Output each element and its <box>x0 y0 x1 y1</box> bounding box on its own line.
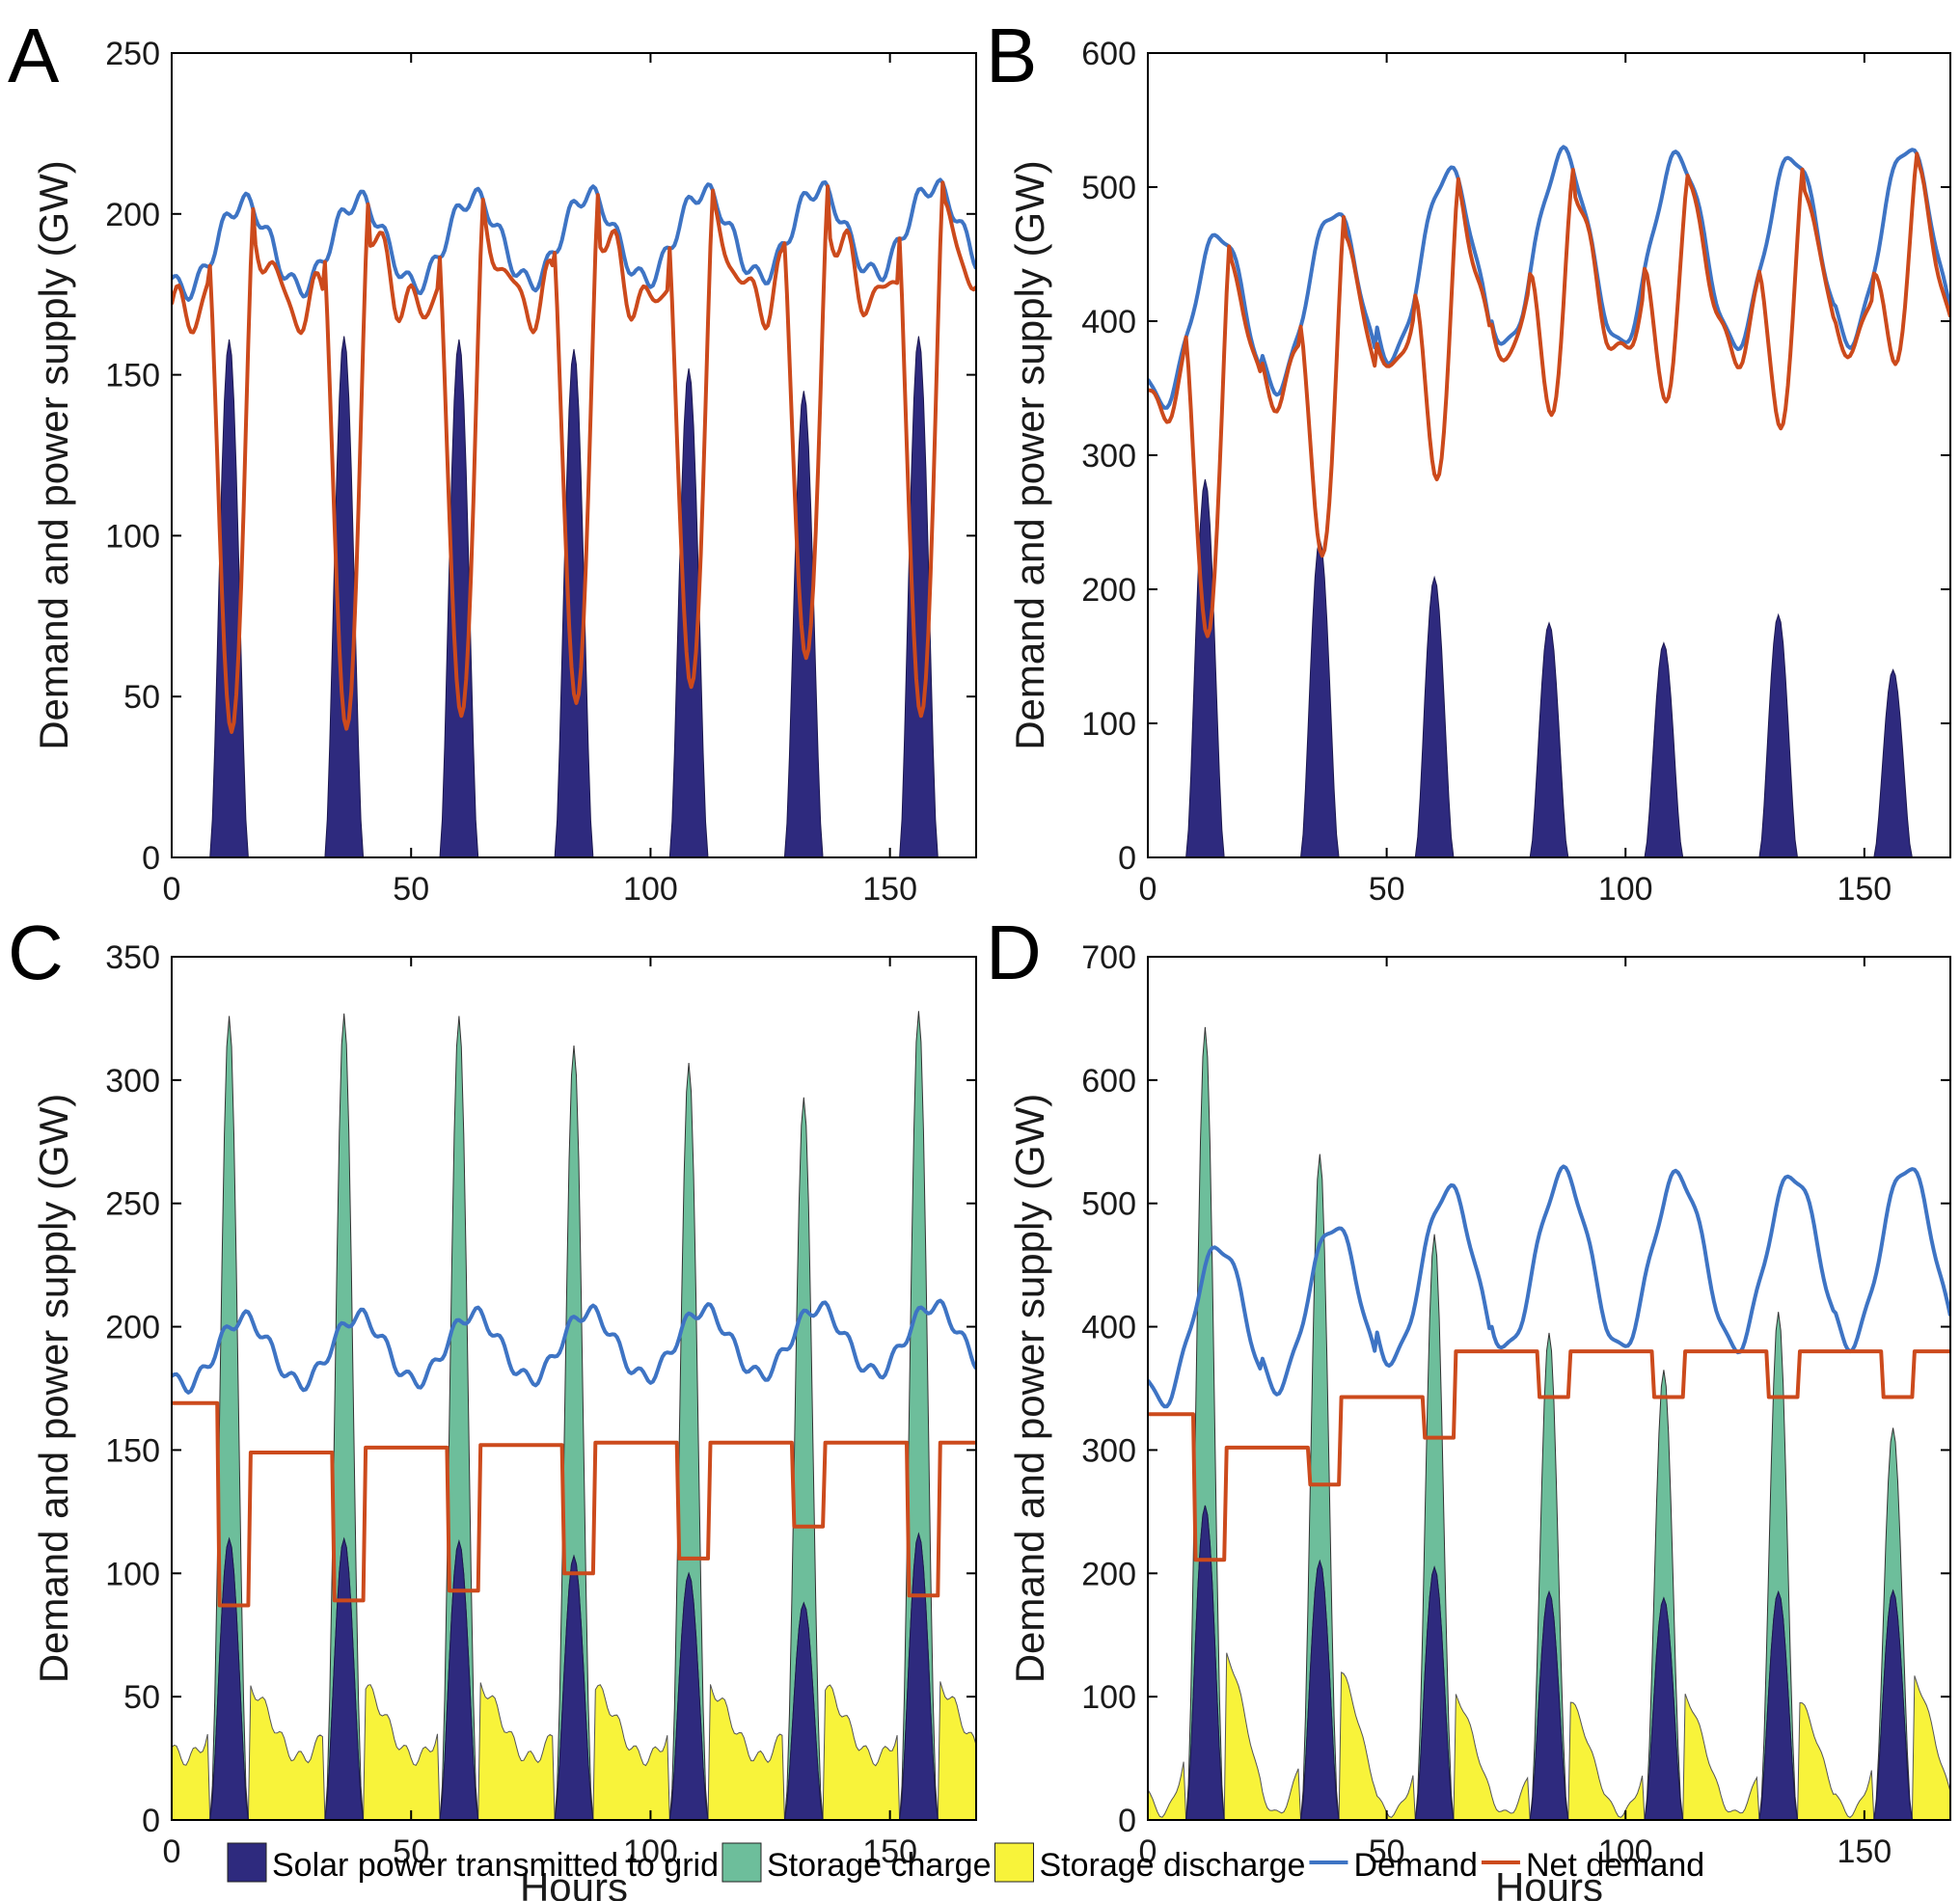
solar-area <box>172 336 976 857</box>
demand-line <box>1148 1164 1950 1409</box>
x-tick-label: 150 <box>862 871 917 908</box>
plot-area <box>172 177 976 857</box>
y-tick-label: 50 <box>123 679 160 716</box>
panel-D: 0 100 200 300 400 500 600 700 0 50 100 150 Demand an… <box>986 910 1951 1901</box>
demand-line <box>172 177 976 302</box>
panel-letter: D <box>986 910 1042 995</box>
y-tick-label: 0 <box>142 1803 160 1839</box>
y-tick-label: 300 <box>105 1063 160 1100</box>
legend-item-solar: Solar power transmitted to grid <box>227 1842 719 1884</box>
y-tick-label: 350 <box>105 939 160 976</box>
x-axis-label: Hours <box>1495 1864 1603 1901</box>
discharge-swatch <box>994 1842 1034 1883</box>
x-tick-label: 150 <box>1837 1833 1892 1870</box>
axes-frame <box>1147 956 1951 1821</box>
charge-swatch <box>721 1842 762 1883</box>
solar-area <box>1148 478 1950 857</box>
demand-line <box>172 1298 976 1395</box>
x-tick-label: 50 <box>1369 1833 1405 1870</box>
legend-item-charge: Storage charge <box>721 1842 992 1884</box>
y-tick-label: 600 <box>1081 1063 1136 1100</box>
panels: 0 50 100 150 200 250 0 50 100 150 Demand and power… <box>8 13 1951 1901</box>
panel-A: 0 50 100 150 200 250 0 50 100 150 Demand and power… <box>8 13 977 908</box>
y-axis-label: Demand and power supply (GW) <box>31 1094 76 1684</box>
y-axis-label: Demand and power supply (GW) <box>1007 1094 1052 1684</box>
x-axis-label: Hours <box>520 1864 628 1901</box>
y-axis-label: Demand and power supply (GW) <box>1007 160 1052 750</box>
y-tick-label: 0 <box>1118 1803 1136 1839</box>
y-tick-label: 0 <box>1118 840 1136 877</box>
y-tick-label: 0 <box>142 840 160 877</box>
axes-frame <box>171 956 977 1821</box>
x-tick-label: 50 <box>393 871 429 908</box>
x-tick-label: 0 <box>163 871 181 908</box>
y-tick-label: 700 <box>1081 939 1136 976</box>
x-tick-label: 100 <box>623 871 678 908</box>
x-tick-label: 100 <box>1598 871 1653 908</box>
y-axis-label: Demand and power supply (GW) <box>31 160 76 750</box>
storage-charge-area <box>1148 1026 1950 1820</box>
y-tick-label: 50 <box>123 1679 160 1716</box>
y-tick-label: 200 <box>1081 1556 1136 1592</box>
y-tick-label: 250 <box>105 1186 160 1223</box>
axes-frame <box>171 52 977 858</box>
y-tick-label: 100 <box>105 518 160 555</box>
y-tick-label: 300 <box>1081 1432 1136 1469</box>
y-tick-label: 200 <box>105 197 160 233</box>
legend-label: Net demand <box>1526 1847 1704 1884</box>
storage-discharge-area <box>1148 1652 1950 1820</box>
y-tick-label: 100 <box>1081 1679 1136 1716</box>
x-tick-label: 50 <box>1369 871 1405 908</box>
x-tick-label: 0 <box>1139 1833 1157 1870</box>
storage-discharge-area <box>172 1681 976 1820</box>
x-tick-label: 150 <box>1837 871 1892 908</box>
panel-C: 0 50 100 150 200 250 300 350 0 50 100 150 Demand and… <box>8 910 977 1901</box>
x-tick-label: 0 <box>163 1833 181 1870</box>
y-tick-label: 500 <box>1081 1186 1136 1223</box>
plot-area <box>1148 1026 1950 1820</box>
y-tick-label: 150 <box>105 358 160 394</box>
y-tick-label: 200 <box>105 1310 160 1346</box>
legend-label: Solar power transmitted to grid <box>272 1847 719 1884</box>
plot-area <box>172 1011 976 1820</box>
y-tick-label: 400 <box>1081 304 1136 340</box>
net-demand-line <box>172 180 976 734</box>
net-demand-line <box>1148 151 1950 638</box>
legend-label: Storage discharge <box>1039 1847 1305 1884</box>
y-tick-label: 200 <box>1081 572 1136 609</box>
y-tick-label: 300 <box>1081 438 1136 475</box>
legend-item-discharge: Storage discharge <box>994 1842 1305 1884</box>
demand-line <box>1148 145 1950 410</box>
y-tick-label: 600 <box>1081 36 1136 72</box>
net-demand-line <box>172 1400 976 1608</box>
y-tick-label: 150 <box>105 1432 160 1469</box>
solar-swatch <box>227 1842 267 1883</box>
panel-letter: C <box>8 910 64 995</box>
y-tick-label: 250 <box>105 36 160 72</box>
net-demand-line <box>1148 1349 1950 1562</box>
legend-item-demand: Demand <box>1309 1847 1478 1884</box>
x-tick-label: 150 <box>862 1833 917 1870</box>
solar-area <box>172 1532 976 1820</box>
y-tick-label: 100 <box>105 1556 160 1592</box>
y-tick-label: 100 <box>1081 706 1136 743</box>
panel-B: 0 100 200 300 400 500 600 0 50 100 150 Demand and p… <box>986 13 1951 908</box>
legend-item-net_demand: Net demand <box>1481 1847 1704 1884</box>
x-tick-label: 0 <box>1139 871 1157 908</box>
y-tick-label: 400 <box>1081 1310 1136 1346</box>
y-tick-label: 500 <box>1081 170 1136 206</box>
panel-letter: A <box>8 13 60 98</box>
x-tick-label: 100 <box>623 1833 678 1870</box>
legend-label: Demand <box>1353 1847 1478 1884</box>
legend: Solar power transmitted to grid Storage c… <box>227 1842 1704 1884</box>
storage-charge-area <box>172 1011 976 1820</box>
panel-letter: B <box>986 13 1037 98</box>
solar-area <box>1148 1505 1950 1820</box>
plot-area <box>1148 145 1950 857</box>
x-tick-label: 50 <box>393 1833 429 1870</box>
x-tick-label: 100 <box>1598 1833 1653 1870</box>
legend-label: Storage charge <box>767 1847 992 1884</box>
